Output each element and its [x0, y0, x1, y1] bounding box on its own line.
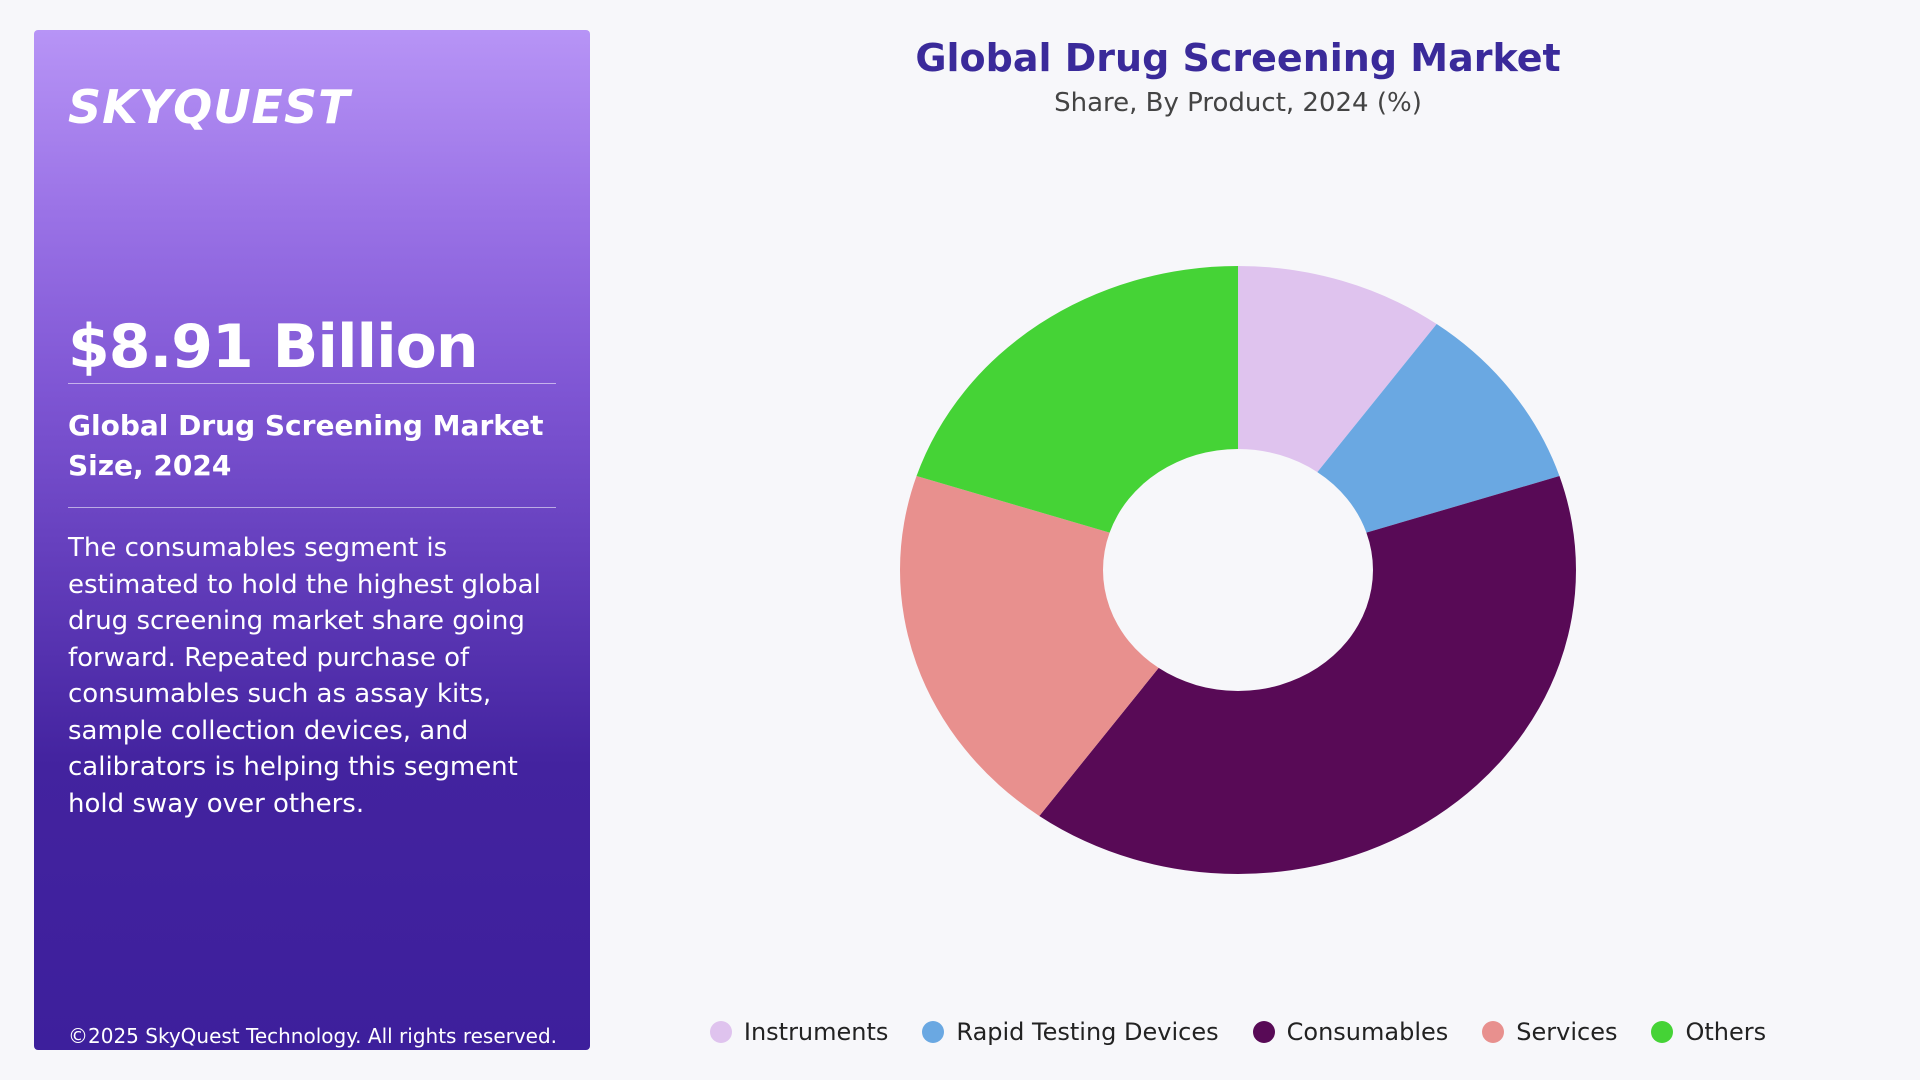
chart-title: Global Drug Screening Market — [915, 36, 1561, 80]
divider — [68, 383, 556, 384]
legend-label: Rapid Testing Devices — [956, 1018, 1219, 1046]
summary-panel: SKYQUEST $8.91 Billion Global Drug Scree… — [34, 30, 590, 1050]
donut-slice-others — [916, 266, 1238, 533]
legend-label: Consumables — [1286, 1018, 1449, 1046]
donut-slice-rapid-testing-devices — [1317, 324, 1560, 533]
legend-item: Others — [1651, 1018, 1766, 1046]
legend-swatch — [922, 1021, 945, 1043]
market-size-subtitle: Global Drug Screening Market Size, 2024 — [68, 409, 544, 482]
market-size-headline: $8.91 Billion — [68, 312, 479, 382]
chart-subtitle: Share, By Product, 2024 (%) — [1054, 88, 1422, 118]
donut-slice-consumables — [1039, 476, 1576, 875]
donut-chart — [900, 266, 1576, 875]
legend-swatch — [1482, 1021, 1505, 1043]
brand-logo: SKYQUEST — [68, 80, 351, 134]
legend-swatch — [1252, 1021, 1275, 1043]
legend-label: Others — [1685, 1018, 1767, 1046]
legend-item: Instruments — [709, 1018, 889, 1046]
legend-label: Services — [1516, 1018, 1618, 1046]
legend-item: Consumables — [1252, 1018, 1449, 1046]
chart-legend: Instruments Rapid Testing Devices Consumab… — [700, 1018, 1776, 1046]
legend-item: Services — [1482, 1018, 1617, 1046]
legend-swatch — [709, 1021, 732, 1043]
copyright-notice: ©2025 SkyQuest Technology. All rights re… — [68, 1024, 558, 1048]
legend-item: Rapid Testing Devices — [922, 1018, 1219, 1046]
legend-label: Instruments — [743, 1018, 889, 1046]
legend-swatch — [1651, 1021, 1674, 1043]
donut-slice-instruments — [1238, 266, 1437, 473]
donut-slice-services — [900, 476, 1159, 816]
segment-description: The consumables segment is estimated to … — [68, 533, 541, 819]
divider — [68, 507, 556, 508]
